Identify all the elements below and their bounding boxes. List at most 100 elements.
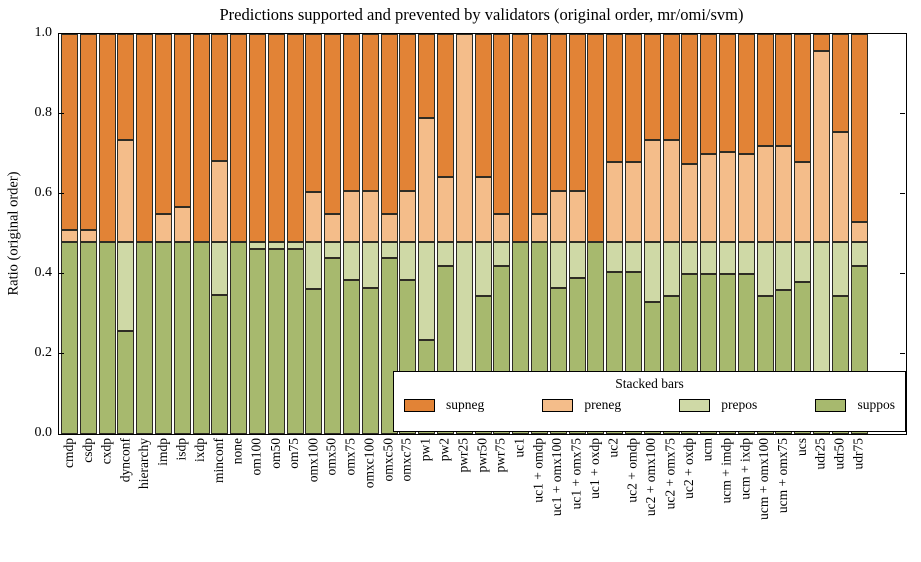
stacked-bar	[192, 34, 210, 434]
legend-entry-prepos: prepos	[679, 397, 757, 413]
bar-segment-supneg	[756, 34, 774, 146]
legend-swatch-preneg	[542, 398, 574, 412]
bar-segment-preneg	[343, 191, 360, 242]
bar-segment-preneg	[643, 140, 661, 242]
stacked-bar	[79, 34, 97, 434]
x-tick-label: udr25	[812, 438, 828, 470]
stacked-bar	[230, 34, 248, 434]
bar-segment-supneg	[737, 34, 755, 154]
stacked-bar	[737, 34, 755, 434]
x-tick-label: udr75	[850, 438, 866, 470]
bar-segment-preneg	[756, 146, 774, 242]
y-tick-label: 0.8	[34, 105, 53, 120]
y-tick-label: 1.0	[34, 25, 53, 40]
bar-segment-preneg	[700, 154, 718, 242]
bar-segment-preneg	[324, 214, 342, 242]
bar-segment-preneg	[737, 154, 755, 242]
x-tick-label: ixdp	[192, 438, 208, 463]
bar-segment-preneg	[794, 162, 812, 242]
bar-segment-preneg	[568, 191, 586, 242]
x-tick-label: udr50	[831, 438, 847, 470]
bar-segment-supneg	[719, 34, 736, 152]
x-tick-label: pw2	[436, 438, 452, 462]
legend-label: supneg	[446, 397, 485, 412]
stacked-bar	[455, 34, 473, 434]
bar-segment-supneg	[850, 34, 868, 222]
bar-segment-supneg	[643, 34, 661, 140]
bar-segment-supneg	[61, 34, 78, 230]
legend-entry-supneg: supneg	[404, 397, 484, 413]
bar-segment-prepos	[305, 242, 323, 289]
x-tick-label: ucm	[699, 438, 715, 462]
bar-segment-prepos	[324, 242, 342, 258]
legend-entry-suppos: suppos	[815, 397, 895, 413]
x-tick-label: uc2 + omx75	[662, 438, 678, 510]
stacked-bar	[286, 34, 304, 434]
x-tick-label: omxc50	[380, 438, 396, 482]
legend-label: prepos	[721, 397, 758, 412]
y-tick-label: 0.0	[34, 425, 53, 440]
bar-segment-suppos	[61, 242, 78, 434]
x-tick-label: none	[229, 438, 245, 465]
legend: Stacked bars supneg preneg prepos suppos	[393, 371, 906, 432]
bar-segment-suppos	[79, 242, 97, 434]
stacked-bar	[681, 34, 699, 434]
bar-segment-prepos	[493, 242, 511, 266]
bar-segment-suppos	[192, 242, 210, 434]
bar-segment-preneg	[211, 161, 229, 243]
bar-segment-suppos	[305, 289, 323, 434]
legend-title: Stacked bars	[615, 376, 684, 391]
bar-segment-preneg	[117, 140, 135, 242]
bar-segment-suppos	[249, 249, 266, 434]
legend-entry-preneg: preneg	[542, 397, 621, 413]
bar-segment-preneg	[173, 207, 191, 242]
x-tick-label: ucm + ixdp	[737, 438, 753, 500]
x-tick-label: uc2	[605, 438, 621, 458]
bar-segment-supneg	[418, 34, 436, 118]
bar-segment-prepos	[286, 242, 304, 250]
y-axis-tick	[59, 193, 64, 195]
stacked-bar	[136, 34, 154, 434]
x-tick-label: om100	[248, 438, 264, 476]
bar-segment-preneg	[625, 162, 642, 242]
bar-segment-supneg	[98, 34, 116, 242]
y-axis-tick	[59, 113, 64, 115]
y-tick-label: 0.2	[34, 345, 53, 360]
bar-segment-supneg	[681, 34, 699, 164]
legend-swatch-supneg	[404, 398, 435, 412]
stacked-bar	[324, 34, 342, 434]
bar-segment-supneg	[549, 34, 567, 191]
bar-segment-preneg	[493, 214, 511, 242]
x-tick-label: om50	[267, 438, 283, 469]
x-tick-label: omx75	[342, 438, 358, 476]
bar-segment-preneg	[531, 214, 548, 242]
bar-segment-preneg	[380, 214, 398, 242]
bar-segment-suppos	[343, 280, 360, 434]
bar-segment-preneg	[606, 162, 624, 242]
bar-segment-prepos	[399, 242, 417, 280]
bar-segment-prepos	[737, 242, 755, 274]
bar-segment-preneg	[850, 222, 868, 242]
bar-segment-supneg	[155, 34, 172, 214]
bar-segment-supneg	[267, 34, 285, 243]
bar-segment-supneg	[380, 34, 398, 214]
bar-segment-prepos	[850, 242, 868, 266]
bar-segment-preneg	[361, 191, 379, 242]
bar-segment-supneg	[813, 34, 830, 51]
legend-label: preneg	[584, 397, 622, 412]
bar-segment-suppos	[117, 331, 135, 434]
x-tick-label: ucs	[793, 438, 809, 456]
bar-segment-preneg	[474, 177, 492, 242]
x-tick-label: isdp	[173, 438, 189, 461]
bar-segment-prepos	[700, 242, 718, 274]
bar-segment-prepos	[267, 242, 285, 250]
bar-segment-supneg	[568, 34, 586, 191]
bar-segment-suppos	[286, 249, 304, 434]
bar-segment-supneg	[324, 34, 342, 214]
stacked-bar	[343, 34, 360, 434]
bar-segment-preneg	[437, 177, 454, 242]
bar-segment-supneg	[794, 34, 812, 162]
bar-segment-supneg	[230, 34, 248, 242]
bar-segment-suppos	[324, 258, 342, 434]
